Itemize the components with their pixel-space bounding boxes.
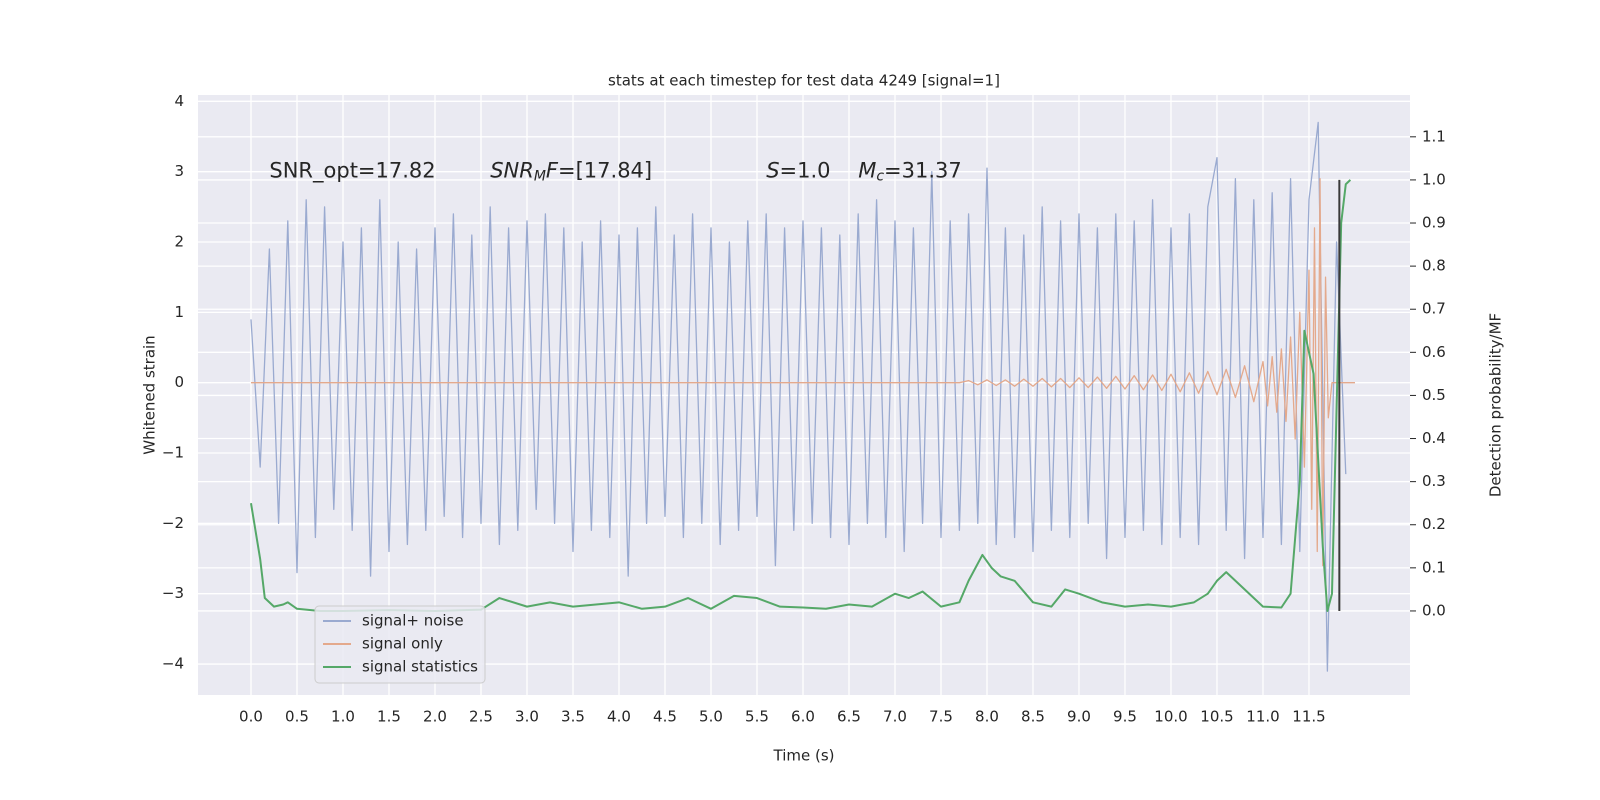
y2-tick-label: 0.2 (1422, 515, 1446, 533)
x-axis-label: Time (s) (773, 747, 835, 765)
x-tick-label: 11.0 (1246, 708, 1279, 726)
y2-tick-label: 0.5 (1422, 386, 1446, 404)
annotation-part: =[17.84] (558, 159, 652, 183)
y2-tick-label: 0.6 (1422, 343, 1446, 361)
chart-title: stats at each timestep for test data 424… (608, 72, 1000, 90)
annotation: SNRMF=[17.84] (490, 159, 652, 185)
annotation: S=1.0 (766, 159, 830, 183)
legend-box (314, 605, 486, 684)
y2-tick-label: 0.8 (1422, 257, 1446, 275)
x-tick-label: 4.5 (653, 708, 677, 726)
annotation-part: =31.37 (884, 159, 962, 183)
annotation: Mc=31.37 (858, 159, 962, 185)
x-tick-label: 6.0 (791, 708, 815, 726)
annotation: SNR_opt=17.82 (269, 159, 435, 184)
legend: signal+ noise signal only signal statistic… (314, 605, 486, 684)
annotation-part: F (546, 159, 559, 183)
annotation-part: M (858, 159, 876, 183)
y-tick-label: −2 (162, 514, 184, 532)
y-tick-label: −4 (162, 655, 184, 673)
annotation-part: SNR_opt=17.82 (269, 159, 435, 184)
plot-area (198, 95, 1410, 695)
x-tick-label: 0.5 (285, 708, 309, 726)
y-tick-label: 1 (174, 303, 184, 321)
y2-tick-label: 0.7 (1422, 300, 1446, 318)
y-tick-label: 0 (174, 373, 184, 391)
x-tick-label: 0.0 (239, 708, 263, 726)
x-tick-label: 3.0 (515, 708, 539, 726)
x-tick-label: 2.0 (423, 708, 447, 726)
x-tick-label: 8.5 (1021, 708, 1045, 726)
x-tick-label: 6.5 (837, 708, 861, 726)
y2-tick-label: 0.1 (1422, 558, 1446, 576)
y2-tick-label: 0.4 (1422, 429, 1446, 447)
x-tick-label: 7.0 (883, 708, 907, 726)
series-line (250, 178, 1355, 567)
x-tick-label: 4.0 (607, 708, 631, 726)
y2-tick-label: 0.3 (1422, 472, 1446, 490)
x-tick-label: 5.5 (745, 708, 769, 726)
y2-tick-label: 0.0 (1422, 601, 1446, 619)
series-line (250, 121, 1347, 672)
x-tick-label: 1.5 (377, 708, 401, 726)
y-tick-label: −1 (162, 444, 184, 462)
x-tick-label: 11.5 (1292, 708, 1325, 726)
x-tick-label: 10.0 (1154, 708, 1187, 726)
y-axis-label: Whitened strain (141, 335, 159, 454)
annotation-part: c (876, 169, 884, 185)
annotation-part: SNR (490, 159, 534, 183)
x-tick-label: 7.5 (929, 708, 953, 726)
x-tick-label: 8.0 (975, 708, 999, 726)
legend-label: signal statistics (362, 658, 478, 676)
annotation-part: M (534, 169, 546, 185)
annotation-part: S (766, 159, 779, 183)
y2-tick-label: 1.1 (1422, 127, 1446, 145)
y-tick-label: −3 (162, 584, 184, 602)
y-tick-label: 2 (174, 233, 184, 251)
x-tick-label: 1.0 (331, 708, 355, 726)
x-tick-label: 9.0 (1067, 708, 1091, 726)
x-tick-label: 2.5 (469, 708, 493, 726)
y-tick-label: 3 (174, 162, 184, 180)
x-tick-label: 10.5 (1200, 708, 1233, 726)
x-tick-label: 3.5 (561, 708, 585, 726)
y2-axis-label: Detection probability/MF (1487, 313, 1505, 497)
x-tick-label: 9.5 (1113, 708, 1137, 726)
legend-label: signal only (362, 635, 443, 653)
y2-tick-label: 1.0 (1422, 170, 1446, 188)
y-tick-label: 4 (174, 92, 184, 110)
legend-label: signal+ noise (362, 612, 464, 630)
annotation-part: =1.0 (780, 159, 831, 183)
y2-tick-label: 0.9 (1422, 214, 1446, 232)
x-tick-label: 5.0 (699, 708, 723, 726)
